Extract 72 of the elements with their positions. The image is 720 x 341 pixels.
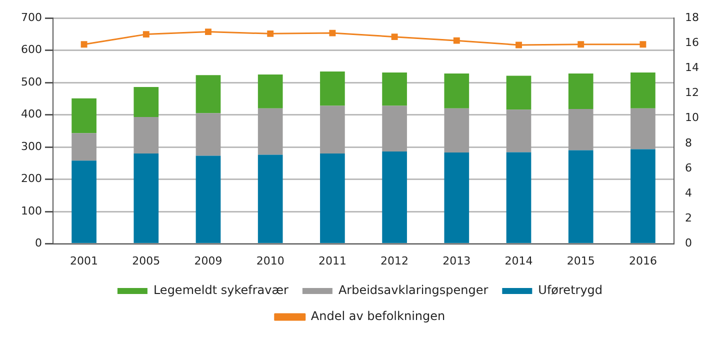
y-tick-label: 300 <box>20 140 42 153</box>
point <box>205 28 212 36</box>
y2-tick-label: 0 <box>685 236 692 250</box>
legend-label: Andel av befolkningen <box>310 309 446 324</box>
bar <box>72 98 96 134</box>
y-tick-label: 0 <box>34 236 42 250</box>
x-tick-label: 2011 <box>318 254 346 268</box>
bar <box>134 153 159 244</box>
x-tick-label: 2005 <box>132 254 160 268</box>
y2-tick-label: 2 <box>685 212 692 225</box>
x-tick-label: 2012 <box>380 254 409 268</box>
y2-tick-label: 10 <box>685 111 700 124</box>
point <box>516 42 522 48</box>
y2-tick-label: 16 <box>685 36 700 49</box>
point <box>640 41 646 48</box>
bar <box>630 72 656 108</box>
y-tick-label: 600 <box>20 43 42 56</box>
bar <box>382 72 407 106</box>
bar <box>134 87 159 118</box>
bar <box>568 108 594 150</box>
bar <box>568 73 594 109</box>
x-tick-label: 2014 <box>504 254 533 268</box>
y2-tick-label: 8 <box>685 136 692 150</box>
point <box>453 37 460 44</box>
point <box>391 34 398 40</box>
bar <box>196 156 221 244</box>
point <box>329 30 336 36</box>
y-tick-label: 700 <box>20 10 42 24</box>
bar <box>506 110 532 152</box>
y2-tick-label: 14 <box>685 61 700 74</box>
x-tick-label: 2015 <box>566 254 595 268</box>
x-tick-label: 2013 <box>442 254 471 268</box>
bar <box>382 106 407 152</box>
y2-tick-label: 4 <box>685 186 692 200</box>
point <box>80 41 88 48</box>
y-tick-label: 100 <box>20 204 42 218</box>
bar <box>444 152 470 244</box>
x-tick-label: 2001 <box>70 254 98 268</box>
bar <box>72 133 96 161</box>
y-tick-label: 500 <box>20 75 42 88</box>
x-tick-label: 2010 <box>256 254 284 268</box>
bar <box>506 76 532 110</box>
x-tick-label: 2016 <box>628 254 657 268</box>
bar <box>568 150 594 244</box>
bar <box>630 108 656 150</box>
legend-label: Uføretrygd <box>538 283 603 298</box>
bar <box>630 149 656 244</box>
bar <box>258 154 283 244</box>
bar <box>258 74 283 108</box>
bar <box>444 73 470 108</box>
y-tick-label: 200 <box>20 172 42 186</box>
x-tick-label: 2009 <box>194 254 222 268</box>
legend-label: Arbeidsavklaringspenger <box>338 283 488 298</box>
bar <box>134 117 159 154</box>
y-tick-label: 400 <box>20 108 42 121</box>
bar <box>506 152 532 244</box>
bar <box>444 108 470 153</box>
point <box>578 41 584 48</box>
bar <box>320 72 345 106</box>
bar <box>258 108 283 155</box>
legend-label: Legemeldt sykefravær <box>153 283 289 298</box>
y2-tick-label: 6 <box>685 161 692 174</box>
bar <box>196 75 221 114</box>
point <box>267 30 274 37</box>
bar <box>72 160 96 244</box>
bar <box>196 113 221 156</box>
y2-tick-label: 18 <box>685 10 700 24</box>
bar <box>320 153 345 244</box>
point <box>142 31 150 38</box>
bar <box>320 106 345 154</box>
y2-tick-label: 12 <box>685 86 700 100</box>
bar <box>382 152 407 244</box>
